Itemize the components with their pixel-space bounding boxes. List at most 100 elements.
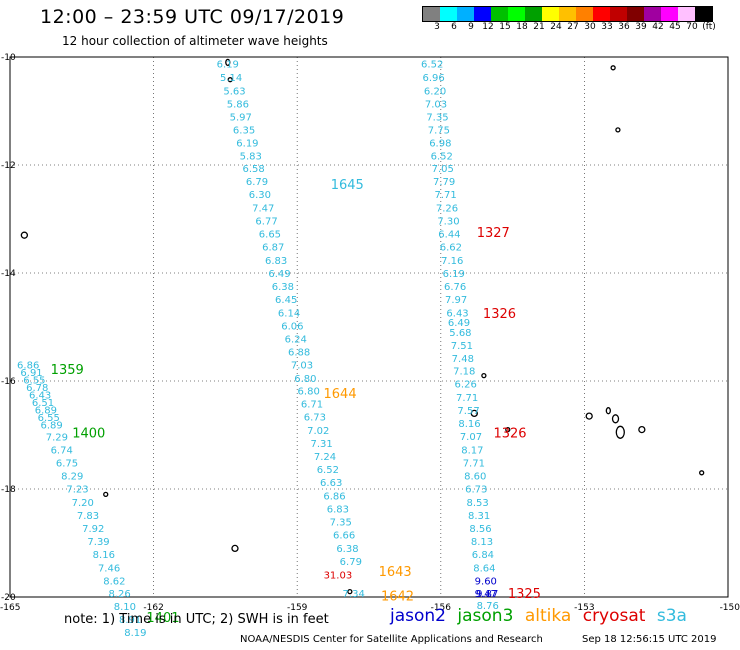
pass-time-label: 1325 bbox=[508, 587, 541, 602]
lat-tick-label: -20 bbox=[1, 593, 16, 603]
wave-height-value: 6.20 bbox=[424, 86, 446, 97]
wave-height-value: 9.87 bbox=[476, 589, 498, 600]
wave-height-value: 6.52 bbox=[317, 465, 339, 476]
legend-color-bar bbox=[422, 6, 713, 22]
wave-height-value: 6.52 bbox=[421, 59, 443, 70]
wave-height-value: 8.91 bbox=[119, 615, 141, 626]
wave-height-value: 7.51 bbox=[451, 341, 473, 352]
satellite-legend: jason2 jason3 altika cryosat s3a bbox=[390, 606, 693, 626]
legend-swatch bbox=[542, 7, 559, 21]
wave-height-value: 8.26 bbox=[108, 589, 130, 600]
wave-height-value: 8.62 bbox=[103, 576, 125, 587]
pass-time-label: 1644 bbox=[324, 387, 357, 402]
wave-height-value: 6.43 bbox=[29, 391, 51, 402]
legend-label: 9 bbox=[468, 22, 474, 32]
wave-height-value: 8.76 bbox=[477, 601, 499, 612]
wave-height-value: 6.19 bbox=[217, 59, 239, 70]
wave-height-value: 6.86 bbox=[323, 491, 345, 502]
lon-tick-label: -165 bbox=[0, 603, 20, 613]
lat-tick-label: -12 bbox=[1, 161, 16, 171]
wave-height-value: 6.55 bbox=[38, 413, 60, 424]
wave-height-value: 7.75 bbox=[428, 125, 450, 136]
island-outline bbox=[605, 407, 611, 415]
legend-label: 27 bbox=[567, 22, 579, 32]
legend-swatch bbox=[457, 7, 474, 21]
legend-swatch bbox=[559, 7, 576, 21]
legend-swatch bbox=[644, 7, 661, 21]
wave-height-value: 7.97 bbox=[445, 295, 467, 306]
wave-height-value: 6.58 bbox=[243, 164, 265, 175]
lon-tick-label: -159 bbox=[287, 603, 308, 613]
sat-legend-jason3: jason3 bbox=[457, 606, 514, 626]
wave-height-value: 7.24 bbox=[314, 452, 336, 463]
pass-time-label: 1400 bbox=[72, 426, 105, 441]
wave-height-value: 7.07 bbox=[460, 432, 482, 443]
wave-height-value: 6.83 bbox=[327, 504, 349, 515]
wave-height-value: 6.19 bbox=[236, 138, 258, 149]
pass-time-label: 1327 bbox=[477, 226, 510, 241]
lon-tick-label: -150 bbox=[720, 603, 740, 613]
wave-height-value: 6.38 bbox=[272, 282, 294, 293]
wave-height-value: 6.24 bbox=[285, 334, 307, 345]
legend-swatch bbox=[508, 7, 525, 21]
wave-height-value: 7.05 bbox=[432, 164, 454, 175]
wave-height-value: 8.17 bbox=[461, 446, 483, 457]
legend-swatch bbox=[678, 7, 695, 21]
legend-swatch bbox=[440, 7, 457, 21]
legend-swatch bbox=[695, 7, 712, 21]
wave-height-value: 7.23 bbox=[66, 484, 88, 495]
legend-label: 45 bbox=[669, 22, 681, 32]
legend-swatch bbox=[423, 7, 440, 21]
island-outline bbox=[505, 426, 511, 433]
wave-height-value: 6.75 bbox=[56, 459, 78, 470]
wave-height-value: 7.57 bbox=[457, 406, 479, 417]
wave-height-value: 7.29 bbox=[46, 433, 68, 444]
wave-height-value: 8.31 bbox=[468, 511, 490, 522]
wave-height-value: 6.84 bbox=[472, 550, 494, 561]
wave-height-value: 5.83 bbox=[240, 151, 262, 162]
pass-time-label: 1643 bbox=[379, 565, 412, 580]
lat-tick-label: -16 bbox=[1, 377, 16, 387]
island-outline bbox=[615, 127, 621, 133]
wave-height-value: 6.88 bbox=[288, 347, 310, 358]
wave-height-value: 8.60 bbox=[464, 472, 486, 483]
footer-credit: NOAA/NESDIS Center for Satellite Applica… bbox=[240, 634, 543, 645]
island-outline bbox=[470, 409, 478, 418]
map-frame bbox=[9, 56, 729, 598]
wave-height-value: 31.03 bbox=[324, 570, 353, 581]
legend-swatch bbox=[576, 7, 593, 21]
wave-height-value: 6.44 bbox=[438, 230, 460, 241]
wave-height-value: 6.19 bbox=[443, 269, 465, 280]
legend-swatch bbox=[610, 7, 627, 21]
island-outline bbox=[615, 425, 625, 439]
lat-tick-label: -18 bbox=[1, 485, 16, 495]
wave-height-value: 6.73 bbox=[465, 484, 487, 495]
wave-height-value: 6.63 bbox=[320, 478, 342, 489]
legend-label: 24 bbox=[550, 22, 562, 32]
wave-height-value: 5.68 bbox=[449, 328, 471, 339]
legend-swatch bbox=[661, 7, 678, 21]
page-title: 12:00 – 23:59 UTC 09/17/2019 bbox=[40, 6, 345, 28]
legend-swatch bbox=[627, 7, 644, 21]
wave-height-value: 7.02 bbox=[307, 426, 329, 437]
wave-height-value: 5.63 bbox=[223, 86, 245, 97]
pass-time-label: 1326 bbox=[483, 307, 516, 322]
legend-label: 15 bbox=[499, 22, 511, 32]
wave-height-value: 6.96 bbox=[422, 73, 444, 84]
wave-height-value: 7.34 bbox=[343, 589, 365, 600]
pass-time-label: 1642 bbox=[381, 589, 414, 604]
legend-label: (ft) bbox=[702, 22, 716, 32]
island-outline bbox=[481, 372, 487, 379]
page-subtitle: 12 hour collection of altimeter wave hei… bbox=[62, 34, 328, 48]
wave-height-value: 7.39 bbox=[87, 537, 109, 548]
wave-height-value: 6.77 bbox=[255, 217, 277, 228]
wave-height-value: 7.71 bbox=[456, 393, 478, 404]
wave-height-value: 8.16 bbox=[93, 550, 115, 561]
wave-height-value: 7.31 bbox=[310, 439, 332, 450]
wave-height-value: 9.60 bbox=[475, 576, 497, 587]
lat-tick-label: -14 bbox=[1, 269, 16, 279]
wave-height-value: 6.35 bbox=[233, 125, 255, 136]
lat-tick-label: -10 bbox=[1, 53, 16, 63]
wave-height-value: 8.19 bbox=[124, 628, 146, 639]
